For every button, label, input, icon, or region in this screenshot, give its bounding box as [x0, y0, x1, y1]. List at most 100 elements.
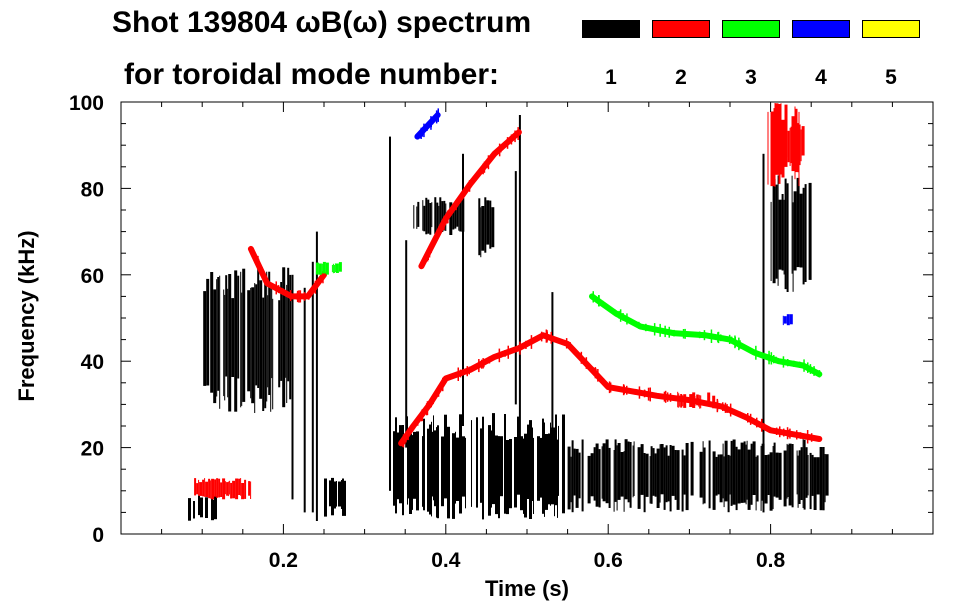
plot-data: [188, 103, 829, 521]
mode-1-region-3-strip: [509, 439, 512, 509]
mode-1-region-4-strip: [602, 443, 606, 502]
mode-1-region-4-strip: [575, 448, 579, 508]
mode-1-region-3-strip: [554, 427, 555, 517]
mode-1-region-3-strip: [527, 424, 529, 499]
mode-2-ridge3-speck: [322, 271, 324, 284]
mode-2-ridge2-speck: [481, 168, 483, 173]
mode-3-ridge-speck: [773, 355, 775, 364]
mode-1-region-3-strip: [550, 422, 551, 506]
mode-1-region-4-strip: [805, 447, 808, 498]
x-tick-label: 0.6: [594, 549, 623, 572]
y-tick-label: 80: [81, 178, 104, 201]
mode-2-ridge2-speck: [506, 137, 509, 149]
mode-1-region-1-strip: [211, 498, 213, 521]
mode-1-region-4-strip: [786, 443, 788, 499]
mode-1-region-4-strip: [637, 447, 641, 509]
mode-1-region-3: [393, 413, 565, 520]
mode-2-ridge2-speck: [426, 249, 429, 262]
mode-2-ridge2-speck: [498, 143, 501, 157]
mode-4-region-0-strip: [789, 314, 793, 325]
mode-1-region-4-strip: [613, 450, 615, 512]
mode-1-region-4-strip: [791, 444, 794, 508]
mode-1-region-4-strip: [729, 455, 731, 495]
mode-1-region-0-strip: [228, 274, 232, 412]
mode-2-region-2-strip: [205, 481, 209, 497]
mode-3-region-0-strip: [334, 263, 336, 273]
mode-2-ridge-speck: [644, 390, 646, 397]
mode-1-region-3-strip: [492, 413, 495, 505]
mode-2-ridge3-speck: [299, 290, 302, 303]
mode-1-region-1-strip: [213, 499, 214, 521]
mode-1-region-3-strip: [452, 433, 455, 519]
mode-1-region-6-strip: [489, 200, 492, 249]
mode-1-region-0-strip: [219, 275, 221, 409]
mode-1-streak-7: [514, 171, 517, 405]
mode-1-region-4-strip: [775, 452, 779, 498]
mode-2-ridge-speck: [540, 331, 543, 342]
y-tick-label: 0: [92, 524, 104, 547]
mode-2-ridge-speck: [593, 368, 595, 375]
mode-2-region-1-strip: [792, 119, 794, 167]
mode-3-ridge-speck: [809, 364, 812, 374]
mode-1-region-3-strip: [444, 414, 447, 499]
mode-2-ridge-speck: [679, 396, 681, 402]
mode-1-region-4-strip: [669, 445, 672, 512]
mode-3-ridge-speck: [622, 313, 624, 321]
mode-2-region-2-strip: [229, 480, 231, 495]
mode-1-region-7-strip: [808, 182, 812, 280]
mode-1-region-3-strip: [416, 431, 419, 511]
mode-1-region-2-strip: [336, 481, 337, 507]
mode-2-region-2-strip: [194, 478, 197, 496]
mode-3-ridge-speck: [802, 362, 804, 368]
mode-1-region-4-strip: [616, 445, 618, 511]
mode-2-ridge-speck: [788, 429, 790, 438]
mode-2-ridge-speck: [525, 340, 527, 349]
mode-1-region-4-strip: [703, 447, 706, 504]
mode-2-ridge-speck: [726, 404, 728, 413]
mode-1-region-3-strip: [495, 435, 498, 515]
mode-2-ridge-speck: [404, 433, 406, 445]
mode-1-region-3-strip: [548, 433, 550, 505]
mode-2-region-1-strip: [782, 126, 785, 167]
mode-4-region-0: [782, 314, 793, 326]
mode-1-region-4-strip: [769, 452, 773, 511]
mode-4-region-0-strip: [782, 315, 784, 326]
mode-2-region-2-strip: [241, 483, 245, 500]
mode-2-ridge2-speck: [510, 134, 513, 145]
mode-1-region-3-strip: [432, 431, 433, 497]
mode-1-region-2-strip: [341, 480, 342, 509]
mode-2-region-2-strip: [199, 482, 203, 496]
x-tick-label: 0.2: [269, 549, 298, 572]
mode-2-ridge-speck: [592, 367, 594, 374]
mode-2-ridge-speck: [546, 330, 548, 343]
mode-1-region-4-strip: [724, 440, 728, 502]
mode-1-region-4-strip: [652, 448, 655, 496]
mode-1-region-7-strip: [784, 178, 787, 290]
mode-1-region-4-strip: [659, 444, 661, 503]
mode-2-ridge2-speck: [482, 163, 484, 175]
mode-2-region-1-strip: [789, 127, 791, 166]
mode-1-region-3-strip: [523, 438, 524, 514]
mode-1-region-1: [188, 495, 217, 521]
mode-1-region-7-strip: [778, 199, 782, 270]
mode-1-region-3-strip: [437, 425, 439, 519]
mode-1-region-5-strip: [452, 206, 455, 230]
mode-1-region-2: [324, 477, 346, 517]
mode-3-ridge-speck: [768, 353, 770, 362]
mode-1-region-4-strip: [822, 447, 825, 511]
y-tick-label: 60: [81, 265, 104, 288]
mode-3-ridge-speck: [775, 356, 777, 364]
legend-label-4: 4: [815, 66, 827, 89]
mode-1-region-0-strip: [206, 278, 210, 386]
mode-1-region-3-strip: [558, 425, 559, 496]
mode-2-region-1-strip: [794, 128, 796, 165]
mode-2-ridge-speck: [729, 403, 732, 417]
mode-1-region-0-strip: [286, 284, 288, 403]
mode-1-region-3-strip: [441, 436, 444, 507]
mode-1-region-5-strip: [459, 198, 462, 232]
mode-1-region-7-strip: [791, 175, 793, 274]
mode-2-ridge-speck: [796, 430, 798, 440]
legend-swatch-2: [652, 20, 710, 38]
mode-3-region-0-strip: [315, 262, 319, 275]
